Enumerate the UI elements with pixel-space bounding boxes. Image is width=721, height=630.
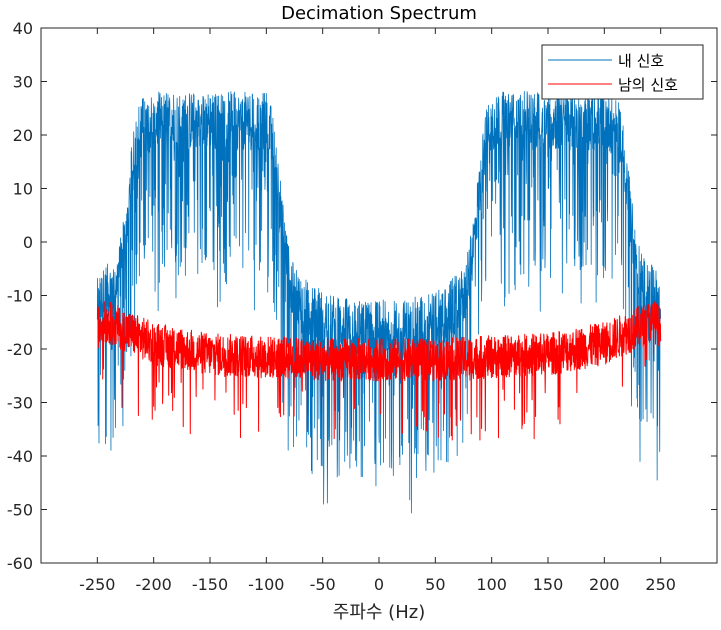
y-tick-label: 0 — [23, 233, 33, 252]
x-tick-label: -50 — [310, 575, 336, 594]
x-tick-label: 150 — [533, 575, 564, 594]
x-tick-label: 0 — [374, 575, 384, 594]
y-tick-label: 10 — [13, 180, 33, 199]
y-tick-label: -10 — [7, 287, 33, 306]
series-line-my-signal — [96, 91, 662, 514]
y-tick-label: -60 — [7, 554, 33, 573]
y-tick-label: -20 — [7, 340, 33, 359]
x-tick-label: -100 — [248, 575, 284, 594]
series-layer — [96, 91, 662, 514]
legend-box — [541, 44, 704, 100]
x-tick-label: -250 — [79, 575, 115, 594]
x-ticks: -250 -200 -150 -100 -50 0 50 100 150 200 250 — [79, 28, 676, 594]
x-tick-label: 200 — [589, 575, 620, 594]
legend-label-my-signal: 내 신호 — [618, 52, 664, 70]
y-tick-label: -40 — [7, 447, 33, 466]
x-tick-label: 100 — [476, 575, 507, 594]
chart-title: Decimation Spectrum — [281, 3, 477, 24]
x-tick-label: -150 — [192, 575, 228, 594]
y-tick-label: 20 — [13, 126, 33, 145]
x-axis-label: 주파수 (Hz) — [333, 602, 425, 623]
x-tick-label: -200 — [136, 575, 172, 594]
legend: 내 신호 남의 신호 — [541, 44, 704, 100]
y-tick-label: 30 — [13, 73, 33, 92]
x-tick-label: 250 — [645, 575, 676, 594]
x-tick-label: 50 — [425, 575, 445, 594]
y-tick-label: -30 — [7, 394, 33, 413]
y-ticks: -60 -50 -40 -30 -20 -10 0 10 20 30 40 — [7, 19, 717, 573]
y-tick-label: 40 — [13, 19, 33, 38]
legend-label-other-signal: 남의 신호 — [618, 76, 678, 94]
y-tick-label: -50 — [7, 501, 33, 520]
series-line-other-signal — [97, 301, 662, 441]
